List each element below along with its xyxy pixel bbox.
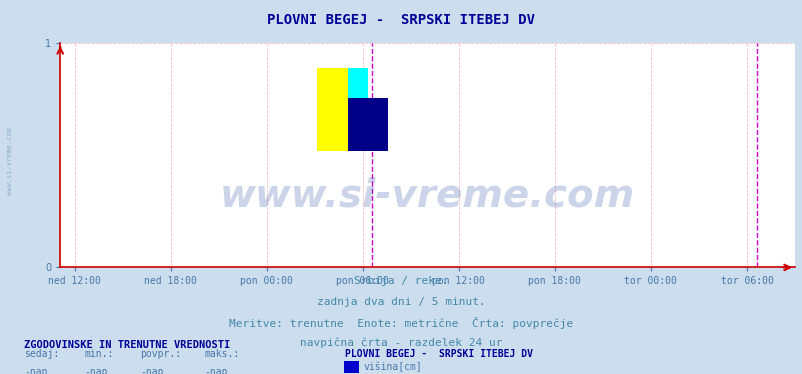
Text: www.si-vreme.com: www.si-vreme.com: [6, 127, 13, 195]
Text: sedaj:: sedaj:: [24, 349, 59, 359]
Text: -nan: -nan: [140, 367, 164, 374]
Text: www.si-vreme.com: www.si-vreme.com: [220, 177, 634, 215]
Text: -nan: -nan: [205, 367, 228, 374]
Text: navpična črta - razdelek 24 ur: navpična črta - razdelek 24 ur: [300, 338, 502, 348]
Text: maks.:: maks.:: [205, 349, 240, 359]
Text: Srbija / reke.: Srbija / reke.: [354, 276, 448, 286]
Text: min.:: min.:: [84, 349, 114, 359]
Text: ZGODOVINSKE IN TRENUTNE VREDNOSTI: ZGODOVINSKE IN TRENUTNE VREDNOSTI: [24, 340, 230, 350]
Text: višina[cm]: višina[cm]: [363, 361, 422, 372]
Text: Meritve: trenutne  Enote: metrične  Črta: povprečje: Meritve: trenutne Enote: metrične Črta: …: [229, 317, 573, 329]
Text: PLOVNI BEGEJ -  SRPSKI ITEBEJ DV: PLOVNI BEGEJ - SRPSKI ITEBEJ DV: [267, 13, 535, 27]
Text: PLOVNI BEGEJ -  SRPSKI ITEBEJ DV: PLOVNI BEGEJ - SRPSKI ITEBEJ DV: [345, 349, 533, 359]
Text: -nan: -nan: [84, 367, 107, 374]
Text: povpr.:: povpr.:: [140, 349, 181, 359]
Text: zadnja dva dni / 5 minut.: zadnja dva dni / 5 minut.: [317, 297, 485, 307]
Text: -nan: -nan: [24, 367, 47, 374]
